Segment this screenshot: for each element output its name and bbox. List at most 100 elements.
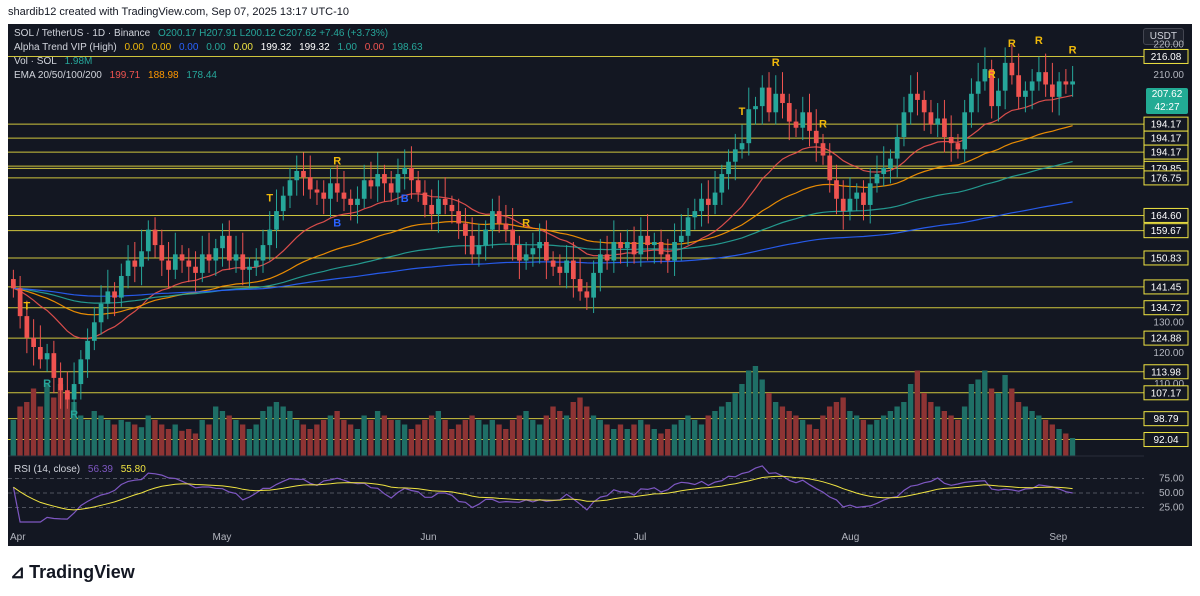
volume-bar bbox=[503, 429, 509, 456]
volume-bar bbox=[246, 429, 253, 456]
volume-bar bbox=[388, 420, 394, 456]
volume-bar bbox=[287, 411, 293, 456]
candle-body bbox=[1043, 72, 1049, 85]
candle-body bbox=[415, 180, 421, 193]
volume-bar bbox=[300, 424, 307, 456]
volume-bar bbox=[860, 420, 867, 456]
candle-body bbox=[867, 183, 873, 205]
candle-body bbox=[267, 229, 273, 246]
volume-bar bbox=[422, 420, 428, 456]
currency-button[interactable]: USDT bbox=[1142, 28, 1184, 45]
volume-bar bbox=[455, 424, 462, 456]
signal-marker: T bbox=[23, 301, 30, 313]
volume-bar bbox=[752, 366, 759, 456]
price-level-label: 216.08 bbox=[1151, 52, 1182, 63]
price-level-box bbox=[1143, 385, 1189, 401]
volume-bar bbox=[597, 420, 603, 456]
candle-body bbox=[759, 87, 765, 107]
rsi-tick-label: 75.00 bbox=[1159, 474, 1184, 485]
candle-body bbox=[908, 93, 914, 113]
volume-bar bbox=[955, 420, 961, 456]
volume-bar bbox=[1049, 424, 1055, 456]
chart-panel[interactable]: USDT SOL / TetherUS · 1D · Binance O200.… bbox=[8, 24, 1192, 546]
candle-body bbox=[604, 254, 610, 261]
price-level-box bbox=[1143, 300, 1189, 316]
price-level-label: 134.72 bbox=[1151, 303, 1182, 314]
candle-body bbox=[550, 260, 556, 267]
volume-bar bbox=[462, 420, 468, 456]
volume-bar bbox=[799, 420, 806, 456]
rsi-label: RSI (14, close) bbox=[14, 464, 81, 475]
candle-body bbox=[766, 87, 772, 113]
price-level-label: 194.17 bbox=[1151, 148, 1182, 159]
legend-alpha-v5: 199.32 bbox=[260, 42, 292, 53]
candle-body bbox=[294, 170, 300, 181]
candle-body bbox=[746, 109, 752, 144]
legend-alpha-v2: 0.00 bbox=[178, 42, 199, 53]
volume-bar bbox=[266, 406, 273, 456]
volume-bar bbox=[826, 406, 833, 456]
candle-body bbox=[240, 254, 246, 270]
volume-bar bbox=[213, 406, 219, 456]
candle-body bbox=[449, 204, 455, 212]
volume-bar bbox=[671, 424, 678, 456]
volume-bar bbox=[725, 402, 732, 456]
volume-bar bbox=[51, 397, 57, 456]
candle-body bbox=[517, 245, 522, 261]
volume-bar bbox=[941, 411, 948, 456]
candle-body bbox=[692, 211, 698, 218]
volume-bar bbox=[948, 415, 954, 456]
candle-body bbox=[375, 174, 381, 187]
candle-body bbox=[78, 359, 84, 385]
candle-body bbox=[226, 235, 232, 261]
candle-body bbox=[739, 143, 745, 150]
legend-alpha-v7: 1.00 bbox=[337, 42, 357, 53]
candle-body bbox=[233, 254, 239, 261]
rsi-ma-value: 55.80 bbox=[120, 464, 146, 475]
candle-body bbox=[523, 254, 529, 261]
volume-bar bbox=[239, 424, 246, 456]
price-level-label: 194.17 bbox=[1151, 134, 1182, 145]
volume-bar bbox=[901, 402, 907, 456]
volume-bar bbox=[226, 415, 232, 456]
candle-body bbox=[503, 223, 509, 230]
candle-body bbox=[726, 161, 731, 175]
volume-bar bbox=[712, 411, 718, 456]
candle-body bbox=[1023, 90, 1028, 97]
legend-symbol-row: SOL / TetherUS · 1D · Binance O200.17 H2… bbox=[14, 28, 393, 39]
volume-bar bbox=[401, 424, 408, 456]
volume-bar bbox=[489, 420, 495, 456]
candle-body bbox=[44, 353, 50, 360]
candle-body bbox=[193, 266, 198, 273]
candle-body bbox=[537, 242, 542, 249]
candle-body bbox=[577, 279, 583, 292]
volume-bar bbox=[118, 420, 124, 456]
volume-bar bbox=[928, 402, 934, 456]
candle-body bbox=[118, 275, 124, 298]
candle-body bbox=[172, 254, 178, 270]
candle-body bbox=[11, 279, 16, 289]
legend-alpha-v6: 199.32 bbox=[299, 42, 330, 53]
candle-body bbox=[1016, 75, 1022, 97]
volume-bar bbox=[961, 406, 968, 456]
candle-body bbox=[348, 198, 354, 205]
price-chart-svg[interactable]: 220.00210.00200.00130.00120.00110.00216.… bbox=[8, 24, 1192, 546]
price-level-label: 98.79 bbox=[1153, 414, 1178, 425]
candle-body bbox=[199, 254, 205, 273]
price-level-box bbox=[1143, 364, 1189, 380]
volume-bar bbox=[341, 420, 347, 456]
candle-body bbox=[490, 211, 495, 230]
legend-ema-20: 199.71 bbox=[109, 70, 141, 81]
candle-body bbox=[624, 242, 630, 249]
volume-bar bbox=[368, 420, 374, 456]
candle-body bbox=[685, 217, 691, 236]
price-level-label: 164.60 bbox=[1151, 211, 1182, 222]
candle-body bbox=[395, 174, 401, 193]
candle-body bbox=[112, 291, 117, 298]
candle-body bbox=[638, 235, 644, 255]
rsi-value: 56.39 bbox=[87, 464, 113, 475]
volume-bar bbox=[624, 429, 630, 456]
current-price-value: 207.62 bbox=[1151, 89, 1183, 100]
volume-bar bbox=[165, 429, 172, 456]
candle-body bbox=[915, 93, 920, 100]
